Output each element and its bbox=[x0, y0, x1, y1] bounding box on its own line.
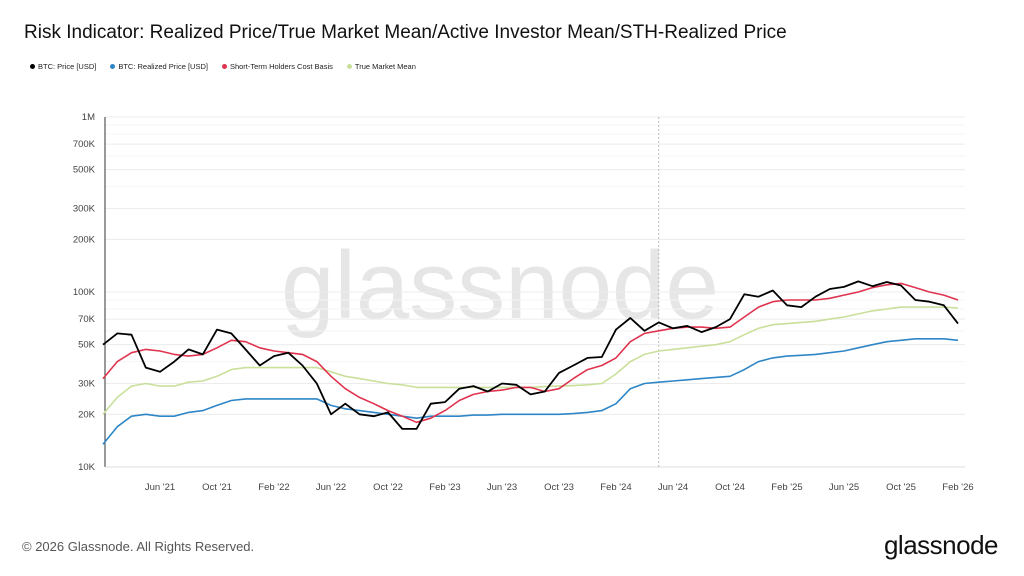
legend-label: Short-Term Holders Cost Basis bbox=[229, 62, 333, 71]
legend-item-realized-price[interactable]: BTC: Realized Price [USD] bbox=[110, 62, 208, 71]
x-tick-label: Oct '22 bbox=[373, 482, 403, 493]
x-tick-label: Feb '23 bbox=[429, 482, 460, 493]
x-tick-label: Jun '25 bbox=[829, 482, 859, 493]
legend-swatch-true-market-mean bbox=[346, 64, 352, 69]
copyright-footer: © 2026 Glassnode. All Rights Reserved. bbox=[22, 539, 255, 554]
x-tick-label: Feb '22 bbox=[258, 482, 289, 493]
legend-swatch-realized-price bbox=[110, 64, 116, 69]
x-tick-label: Oct '23 bbox=[544, 482, 574, 493]
legend-item-sth-cost-basis[interactable]: Short-Term Holders Cost Basis bbox=[221, 62, 333, 71]
x-tick-label: Jun '24 bbox=[658, 482, 688, 493]
series-line-realized-price bbox=[102, 337, 959, 445]
x-tick-label: Oct '25 bbox=[886, 482, 916, 493]
series-line-sth-cost-basis bbox=[102, 282, 959, 424]
legend-label: BTC: Price [USD] bbox=[38, 62, 97, 71]
x-tick-label: Feb '25 bbox=[771, 482, 802, 493]
x-tick-label: Oct '24 bbox=[715, 482, 745, 493]
glassnode-logo: glassnode bbox=[883, 530, 999, 560]
x-tick-label: Feb '26 bbox=[942, 482, 973, 493]
legend-label: True Market Mean bbox=[354, 62, 416, 71]
x-tick-label: Oct '21 bbox=[202, 482, 232, 493]
legend-swatch-price bbox=[30, 64, 35, 69]
y-tick-label: 100K bbox=[73, 287, 96, 298]
x-tick-label: Jun '21 bbox=[145, 482, 175, 493]
y-tick-label: 10K bbox=[78, 462, 96, 473]
y-tick-label: 700K bbox=[73, 139, 96, 150]
y-tick-label: 30K bbox=[78, 379, 96, 390]
x-tick-label: Jun '23 bbox=[487, 482, 517, 493]
chart-title: Risk Indicator: Realized Price/True Mark… bbox=[24, 22, 787, 43]
y-tick-label: 50K bbox=[78, 340, 96, 351]
y-tick-label: 200K bbox=[73, 234, 96, 245]
y-tick-label: 1M bbox=[82, 112, 95, 123]
chart-legend: BTC: Price [USD] BTC: Realized Price [US… bbox=[30, 62, 416, 71]
watermark: glassnode bbox=[281, 232, 719, 339]
legend-item-price[interactable]: BTC: Price [USD] bbox=[30, 62, 96, 71]
y-tick-label: 20K bbox=[78, 409, 96, 420]
x-tick-label: Jun '22 bbox=[316, 482, 346, 493]
x-tick-label: Feb '24 bbox=[600, 482, 631, 493]
series-line-btc-price bbox=[102, 280, 959, 430]
legend-swatch-sth-cost-basis bbox=[221, 64, 227, 69]
legend-label: BTC: Realized Price [USD] bbox=[118, 62, 208, 71]
y-tick-label: 300K bbox=[73, 204, 96, 215]
y-tick-label: 500K bbox=[73, 165, 96, 176]
legend-item-true-market-mean[interactable]: True Market Mean bbox=[346, 62, 416, 71]
y-tick-label: 70K bbox=[78, 314, 96, 325]
